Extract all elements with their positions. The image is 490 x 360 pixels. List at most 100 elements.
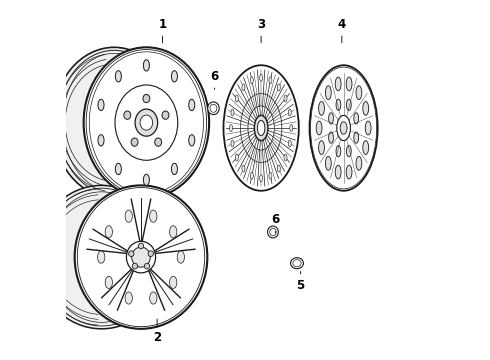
Ellipse shape <box>84 47 209 198</box>
Ellipse shape <box>242 165 245 172</box>
Ellipse shape <box>277 165 280 172</box>
Ellipse shape <box>46 192 157 322</box>
Ellipse shape <box>140 115 153 130</box>
Ellipse shape <box>223 65 299 191</box>
Ellipse shape <box>250 172 253 179</box>
Ellipse shape <box>235 154 238 161</box>
Ellipse shape <box>318 141 324 154</box>
Text: 6: 6 <box>271 213 280 233</box>
Ellipse shape <box>170 276 177 288</box>
Ellipse shape <box>335 77 341 91</box>
Ellipse shape <box>144 60 149 71</box>
Ellipse shape <box>105 276 112 288</box>
Ellipse shape <box>138 243 144 249</box>
Ellipse shape <box>329 113 333 124</box>
Ellipse shape <box>115 85 178 160</box>
Ellipse shape <box>346 77 352 91</box>
Ellipse shape <box>354 132 359 143</box>
Ellipse shape <box>336 99 341 111</box>
Ellipse shape <box>268 226 278 238</box>
Ellipse shape <box>365 121 371 135</box>
Ellipse shape <box>346 99 351 111</box>
Ellipse shape <box>128 251 134 257</box>
Ellipse shape <box>124 111 131 119</box>
Ellipse shape <box>269 172 272 179</box>
Ellipse shape <box>115 71 122 82</box>
Ellipse shape <box>74 185 207 329</box>
Ellipse shape <box>155 138 162 146</box>
Ellipse shape <box>325 86 331 100</box>
Ellipse shape <box>132 263 138 269</box>
Ellipse shape <box>229 125 233 131</box>
Ellipse shape <box>177 251 184 263</box>
Ellipse shape <box>98 251 105 263</box>
Ellipse shape <box>105 226 112 238</box>
Ellipse shape <box>126 241 156 273</box>
Ellipse shape <box>318 102 324 115</box>
Ellipse shape <box>231 109 234 116</box>
Ellipse shape <box>143 94 150 103</box>
Ellipse shape <box>77 188 205 327</box>
Ellipse shape <box>189 99 195 111</box>
Ellipse shape <box>310 65 378 191</box>
Ellipse shape <box>125 210 132 222</box>
Ellipse shape <box>162 111 169 119</box>
Ellipse shape <box>337 116 350 140</box>
Text: 5: 5 <box>296 271 305 292</box>
Ellipse shape <box>250 77 253 84</box>
Ellipse shape <box>131 138 138 146</box>
Ellipse shape <box>172 163 177 175</box>
Ellipse shape <box>346 145 351 157</box>
Ellipse shape <box>277 84 280 91</box>
Ellipse shape <box>363 141 368 154</box>
Ellipse shape <box>346 165 352 179</box>
Ellipse shape <box>284 95 287 102</box>
Ellipse shape <box>125 292 132 304</box>
Ellipse shape <box>148 251 153 257</box>
Text: 6: 6 <box>210 69 219 89</box>
Ellipse shape <box>89 52 203 193</box>
Ellipse shape <box>260 75 263 81</box>
Ellipse shape <box>288 140 291 147</box>
Ellipse shape <box>260 175 263 182</box>
Ellipse shape <box>132 247 150 267</box>
Ellipse shape <box>63 53 166 192</box>
Ellipse shape <box>52 47 175 198</box>
Ellipse shape <box>336 145 341 157</box>
Ellipse shape <box>291 258 303 269</box>
Ellipse shape <box>98 99 104 111</box>
Ellipse shape <box>58 50 171 195</box>
Ellipse shape <box>149 292 157 304</box>
Ellipse shape <box>356 86 362 100</box>
Ellipse shape <box>231 140 234 147</box>
Ellipse shape <box>189 135 195 146</box>
Ellipse shape <box>170 226 177 238</box>
Text: 1: 1 <box>158 18 167 43</box>
Ellipse shape <box>144 174 149 185</box>
Ellipse shape <box>149 210 157 222</box>
Ellipse shape <box>288 109 291 116</box>
Ellipse shape <box>356 157 362 170</box>
Ellipse shape <box>115 163 122 175</box>
Ellipse shape <box>316 121 322 135</box>
Ellipse shape <box>325 157 331 170</box>
Ellipse shape <box>354 113 359 124</box>
Ellipse shape <box>35 185 168 329</box>
Ellipse shape <box>290 125 293 131</box>
Ellipse shape <box>98 135 104 146</box>
Text: 2: 2 <box>153 319 161 344</box>
Text: 3: 3 <box>257 18 265 43</box>
Text: 4: 4 <box>338 18 346 43</box>
Ellipse shape <box>135 109 158 136</box>
Ellipse shape <box>86 50 207 196</box>
Ellipse shape <box>363 102 368 115</box>
Ellipse shape <box>335 165 341 179</box>
Ellipse shape <box>208 102 219 114</box>
Ellipse shape <box>329 132 333 143</box>
Ellipse shape <box>172 71 177 82</box>
Ellipse shape <box>235 95 238 102</box>
Ellipse shape <box>145 263 150 269</box>
Ellipse shape <box>269 77 272 84</box>
Ellipse shape <box>257 121 265 135</box>
Ellipse shape <box>284 154 287 161</box>
